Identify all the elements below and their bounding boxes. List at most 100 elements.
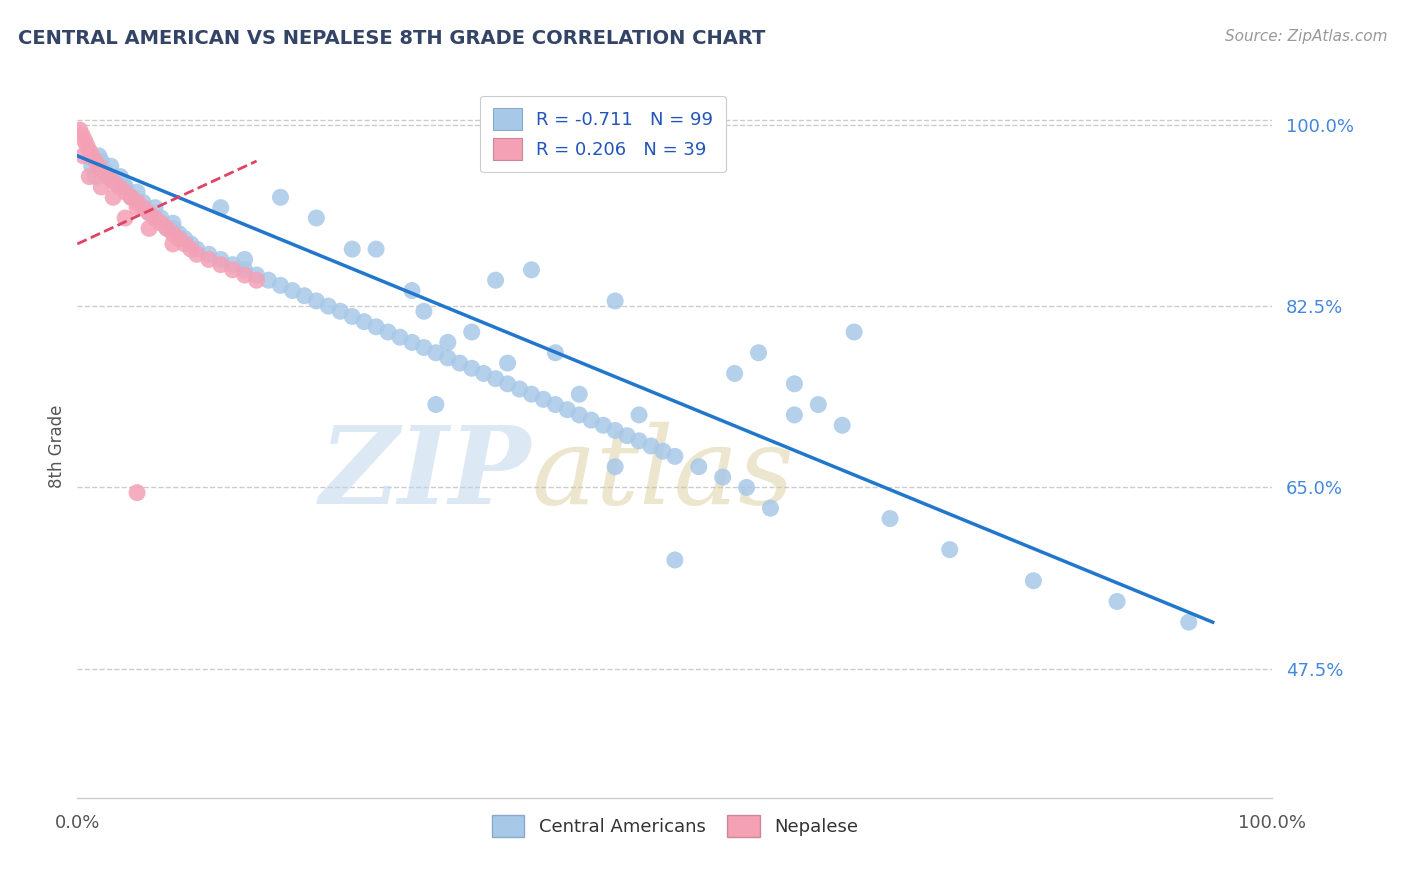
Point <box>180 236 202 251</box>
Point <box>305 211 328 225</box>
Legend: Central Americans, Nepalese: Central Americans, Nepalese <box>479 802 870 849</box>
Point <box>544 398 567 412</box>
Point <box>592 418 614 433</box>
Point <box>496 376 519 391</box>
Point <box>305 293 328 308</box>
Point <box>1022 574 1045 588</box>
Point <box>233 252 256 267</box>
Point <box>138 206 160 220</box>
Point <box>318 299 340 313</box>
Point <box>79 144 101 158</box>
Point <box>87 159 110 173</box>
Point <box>108 180 131 194</box>
Point <box>342 242 364 256</box>
Point <box>1178 615 1201 630</box>
Point <box>156 221 179 235</box>
Point <box>127 485 149 500</box>
Point <box>114 180 136 194</box>
Point <box>342 310 364 324</box>
Point <box>197 252 219 267</box>
Point <box>162 216 184 230</box>
Point <box>246 268 269 282</box>
Point <box>233 262 256 277</box>
Point <box>581 413 603 427</box>
Point <box>783 408 806 422</box>
Point <box>94 164 117 178</box>
Point <box>100 159 122 173</box>
Point <box>294 289 316 303</box>
Point <box>664 553 686 567</box>
Point <box>329 304 352 318</box>
Point <box>150 211 173 225</box>
Point <box>209 252 232 267</box>
Point <box>162 227 184 241</box>
Point <box>425 345 447 359</box>
Point <box>103 190 124 204</box>
Point <box>807 398 830 412</box>
Point <box>533 392 555 407</box>
Point <box>628 408 651 422</box>
Point <box>461 361 484 376</box>
Point <box>110 169 132 184</box>
Text: Source: ZipAtlas.com: Source: ZipAtlas.com <box>1225 29 1388 44</box>
Point <box>186 242 208 256</box>
Point <box>616 428 638 442</box>
Point <box>233 268 256 282</box>
Point <box>156 221 179 235</box>
Y-axis label: 8th Grade: 8th Grade <box>48 404 66 488</box>
Point <box>120 190 142 204</box>
Point <box>939 542 962 557</box>
Point <box>472 367 495 381</box>
Point <box>90 164 112 178</box>
Point <box>509 382 531 396</box>
Point <box>605 293 627 308</box>
Point <box>222 258 245 272</box>
Point <box>162 221 184 235</box>
Point <box>270 278 292 293</box>
Point <box>72 149 94 163</box>
Point <box>73 133 96 147</box>
Point <box>127 195 149 210</box>
Point <box>209 201 232 215</box>
Point <box>167 232 190 246</box>
Point <box>437 351 460 365</box>
Point <box>711 470 734 484</box>
Point <box>143 201 166 215</box>
Point <box>90 180 112 194</box>
Point <box>69 123 91 137</box>
Point <box>143 211 166 225</box>
Text: CENTRAL AMERICAN VS NEPALESE 8TH GRADE CORRELATION CHART: CENTRAL AMERICAN VS NEPALESE 8TH GRADE C… <box>18 29 766 47</box>
Point <box>353 315 375 329</box>
Point <box>114 211 136 225</box>
Point <box>557 402 579 417</box>
Point <box>197 247 219 261</box>
Point <box>127 185 149 199</box>
Point <box>84 169 107 184</box>
Point <box>70 128 93 142</box>
Point <box>80 159 103 173</box>
Point <box>640 439 662 453</box>
Point <box>167 227 190 241</box>
Point <box>844 325 866 339</box>
Point <box>496 356 519 370</box>
Point <box>544 345 567 359</box>
Point <box>186 247 208 261</box>
Point <box>132 195 155 210</box>
Point <box>437 335 460 350</box>
Point <box>605 424 627 438</box>
Point <box>180 242 202 256</box>
Point <box>664 450 686 464</box>
Point <box>90 154 112 169</box>
Point <box>270 190 292 204</box>
Point <box>388 330 412 344</box>
Point <box>132 201 155 215</box>
Point <box>1107 594 1129 608</box>
Point <box>520 262 543 277</box>
Point <box>114 185 136 199</box>
Point <box>209 258 232 272</box>
Point <box>150 216 173 230</box>
Point <box>366 242 388 256</box>
Point <box>76 138 98 153</box>
Point <box>96 169 118 184</box>
Point <box>735 480 758 494</box>
